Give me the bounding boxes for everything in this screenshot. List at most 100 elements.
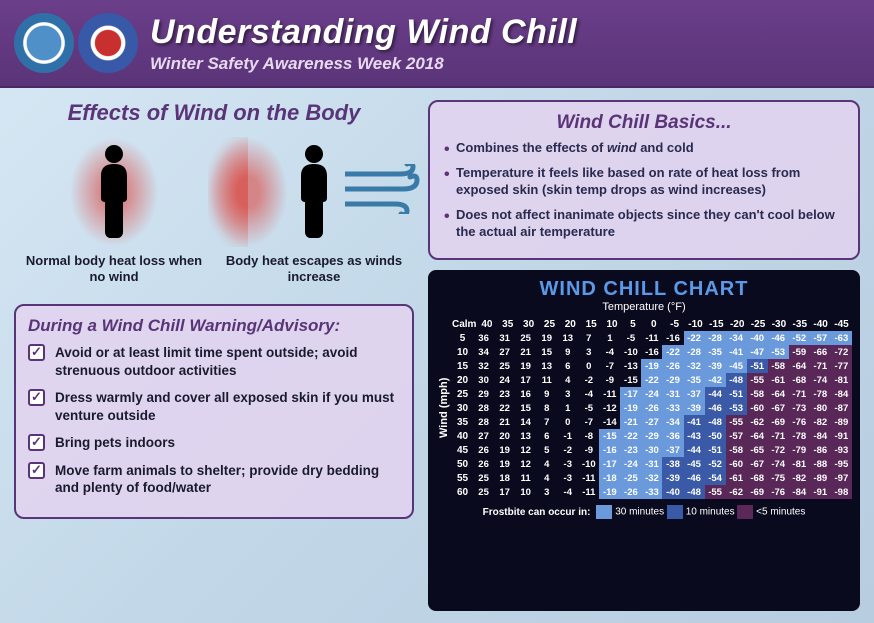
chart-cell: 16 <box>515 387 536 401</box>
chart-cell: 21 <box>494 415 515 429</box>
chart-cell: 19 <box>515 359 536 373</box>
chart-cell: 32 <box>473 359 494 373</box>
chart-cell: -26 <box>662 359 683 373</box>
chart-cell: -75 <box>768 471 789 485</box>
chart-cell: -84 <box>831 387 852 401</box>
chart-title: WIND CHILL CHART <box>436 278 852 301</box>
chart-cell: -37 <box>662 443 683 457</box>
chart-cell: -29 <box>641 429 662 443</box>
advisory-text: Move farm animals to shelter; provide dr… <box>55 462 400 497</box>
chart-cell: -42 <box>705 373 726 387</box>
chart-cell: 4 <box>536 471 557 485</box>
chart-cell: 27 <box>473 429 494 443</box>
chart-cell: -73 <box>789 401 810 415</box>
chart-cell: -12 <box>599 401 620 415</box>
chart-wind-header: 40 <box>452 429 473 443</box>
checkmark-icon <box>28 462 45 479</box>
chart-cell: -11 <box>599 387 620 401</box>
chart-cell: 14 <box>515 415 536 429</box>
chart-cell: -67 <box>768 401 789 415</box>
chart-cell: -78 <box>810 387 831 401</box>
chart-cell: 19 <box>494 443 515 457</box>
chart-cell: 0 <box>578 359 599 373</box>
chart-cell: -39 <box>662 471 683 485</box>
advisory-title: During a Wind Chill Warning/Advisory: <box>28 316 400 336</box>
chart-cell: -81 <box>789 457 810 471</box>
chart-cell: -5 <box>578 401 599 415</box>
chart-temp-header: -20 <box>727 317 748 331</box>
chart-cell: -58 <box>768 359 789 373</box>
nws-logo-icon <box>78 13 138 73</box>
chart-cell: 13 <box>515 429 536 443</box>
chart-cell: 25 <box>473 471 494 485</box>
checkmark-icon <box>28 344 45 361</box>
chart-cell: 25 <box>494 359 515 373</box>
legend-label: 10 minutes <box>686 507 735 518</box>
chart-cell: 11 <box>515 471 536 485</box>
chart-wind-header: 55 <box>452 471 473 485</box>
chart-cell: -29 <box>662 373 683 387</box>
chart-cell: -27 <box>641 415 662 429</box>
chart-cell: 18 <box>494 471 515 485</box>
chart-cell: -10 <box>620 345 641 359</box>
chart-cell: 10 <box>515 485 536 499</box>
chart-cell: -22 <box>641 373 662 387</box>
chart-cell: 27 <box>494 345 515 359</box>
chart-cell: 21 <box>515 345 536 359</box>
chart-temp-header: 40 <box>476 317 497 331</box>
checkmark-icon <box>28 434 45 451</box>
chart-cell: 1 <box>599 331 620 345</box>
chart-cell: -57 <box>726 429 747 443</box>
chart-cell: -44 <box>684 443 705 457</box>
chart-cell: -4 <box>557 485 578 499</box>
chart-cell: 0 <box>557 415 578 429</box>
chart-cell: -78 <box>789 429 810 443</box>
basics-item: Temperature it feels like based on rate … <box>442 165 846 199</box>
chart-cell: -8 <box>578 429 599 443</box>
header-bar: Understanding Wind Chill Winter Safety A… <box>0 0 874 88</box>
chart-cell: 25 <box>473 485 494 499</box>
chart-wind-header: 50 <box>452 457 473 471</box>
chart-wind-header: 25 <box>452 387 473 401</box>
chart-temp-header: -30 <box>768 317 789 331</box>
chart-cell: -80 <box>810 401 831 415</box>
chart-cell: -19 <box>599 485 620 499</box>
person-icon <box>295 144 333 239</box>
chart-temp-header: -10 <box>685 317 706 331</box>
chart-cell: 15 <box>536 345 557 359</box>
chart-cell: -40 <box>662 485 683 499</box>
heat-glow-partial-icon <box>208 137 288 247</box>
chart-cell: 20 <box>494 429 515 443</box>
chart-cell: 23 <box>494 387 515 401</box>
chart-cell: 19 <box>536 331 557 345</box>
advisory-item: Dress warmly and cover all exposed skin … <box>28 389 400 424</box>
chart-cell: -15 <box>599 429 620 443</box>
chart-cell: -91 <box>810 485 831 499</box>
chart-cell: -64 <box>747 429 768 443</box>
chart-cell: -88 <box>810 457 831 471</box>
agency-logos <box>14 13 138 73</box>
chart-cell: -22 <box>662 345 683 359</box>
chart-temp-header: 10 <box>602 317 623 331</box>
chart-temp-header: -40 <box>810 317 831 331</box>
chart-cell: -62 <box>726 485 747 499</box>
chart-cell: -38 <box>662 457 683 471</box>
chart-cell: -35 <box>705 345 726 359</box>
chart-cell: 13 <box>536 359 557 373</box>
chart-cell: -61 <box>726 471 747 485</box>
chart-cell: -18 <box>599 471 620 485</box>
chart-cell: 36 <box>473 331 494 345</box>
chart-cell: -47 <box>747 345 768 359</box>
chart-cell: 17 <box>494 485 515 499</box>
chart-cell: -39 <box>684 401 705 415</box>
legend-label: 30 minutes <box>615 507 664 518</box>
chart-y-label: Wind (mph) <box>436 317 452 499</box>
chart-cell: 28 <box>473 401 494 415</box>
chart-cell: -72 <box>831 345 852 359</box>
chart-cell: -98 <box>831 485 852 499</box>
chart-cell: -52 <box>789 331 810 345</box>
chart-cell: 6 <box>536 429 557 443</box>
chart-temp-header: 5 <box>622 317 643 331</box>
chart-cell: -26 <box>620 485 641 499</box>
chart-cell: -33 <box>641 485 662 499</box>
